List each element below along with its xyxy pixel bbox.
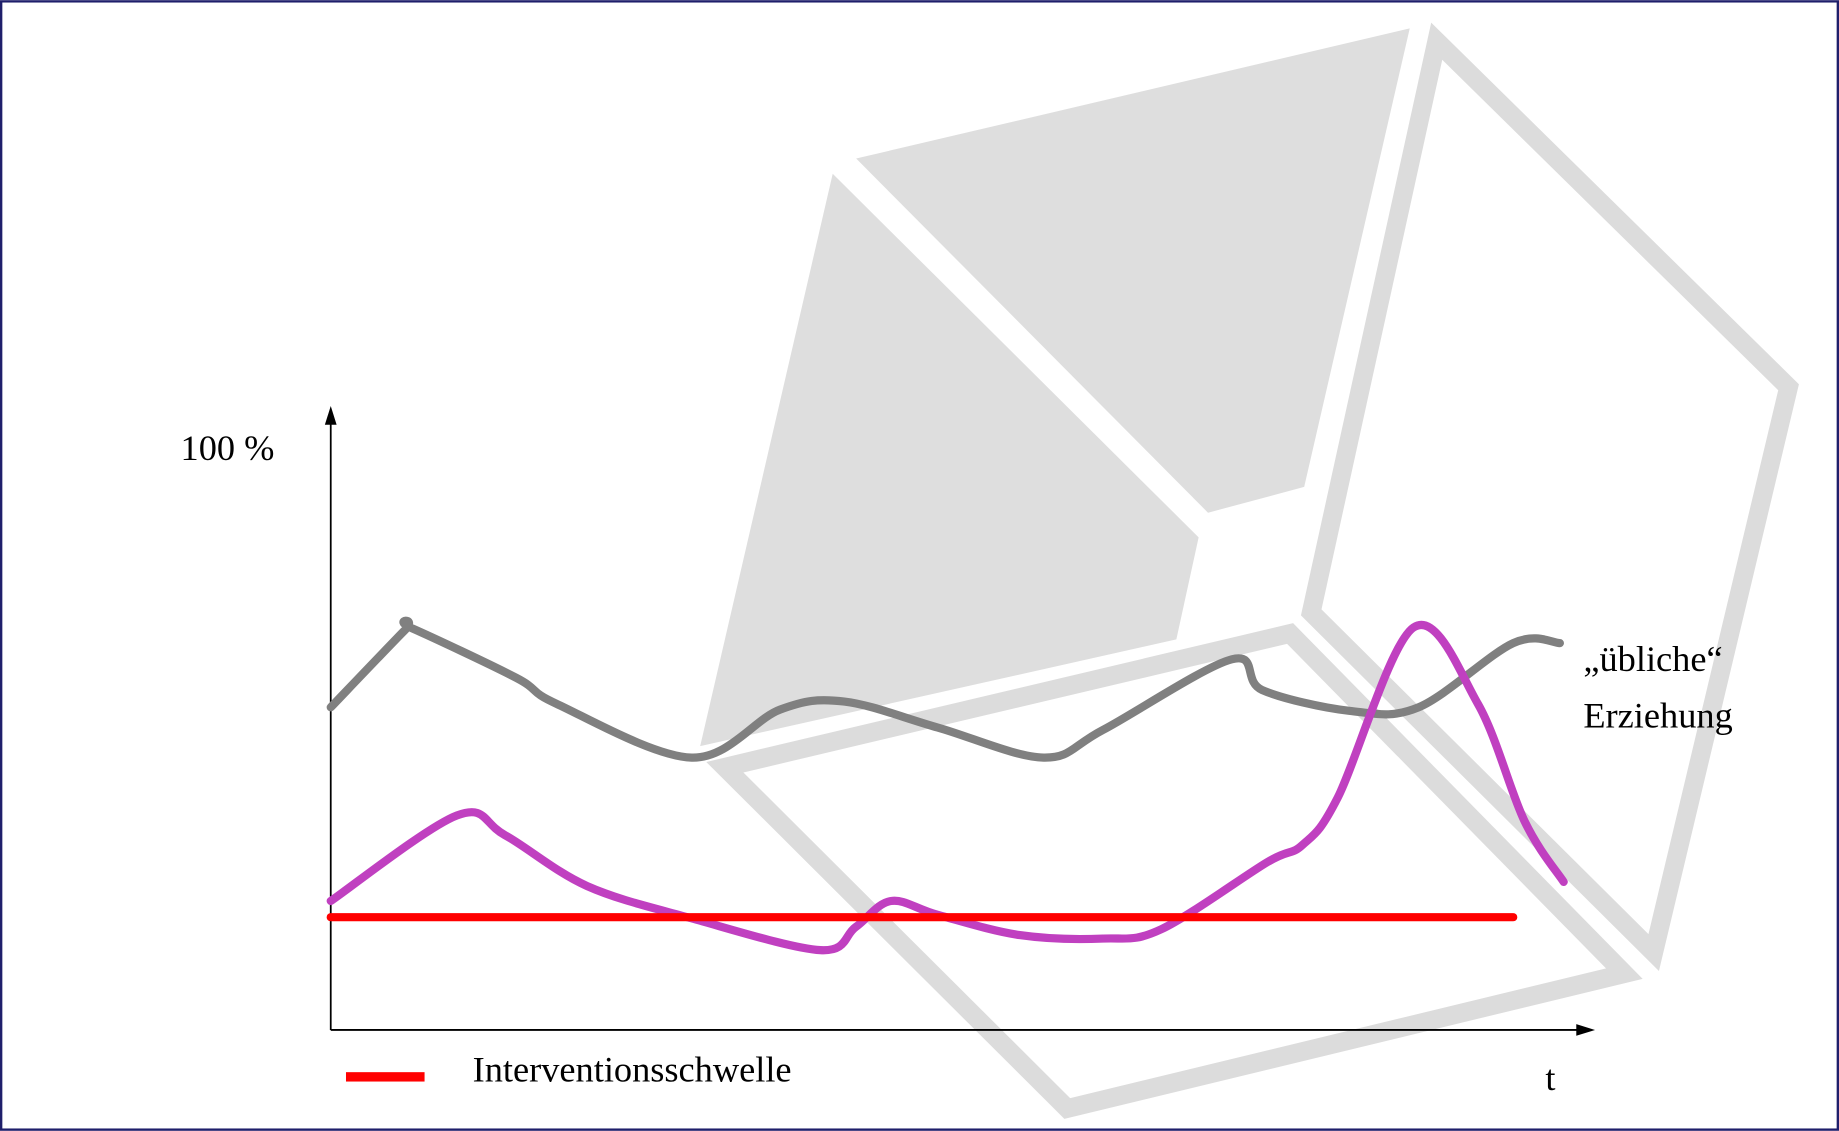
x-axis-label: t <box>1545 1058 1555 1098</box>
slide: t 100 % „übliche“ Erziehung Interventionss… <box>0 0 1839 1131</box>
legend-label: Interventionsschwelle <box>473 1050 792 1090</box>
series-label: „übliche“ Erziehung <box>1583 631 1818 744</box>
legend-swatch <box>346 1072 425 1081</box>
line-end-label-box: „übliche“ Erziehung <box>1583 631 1818 760</box>
page: t 100 % „übliche“ Erziehung Interventionss… <box>0 0 1839 1131</box>
y-tick-label: 100 % <box>181 428 275 468</box>
